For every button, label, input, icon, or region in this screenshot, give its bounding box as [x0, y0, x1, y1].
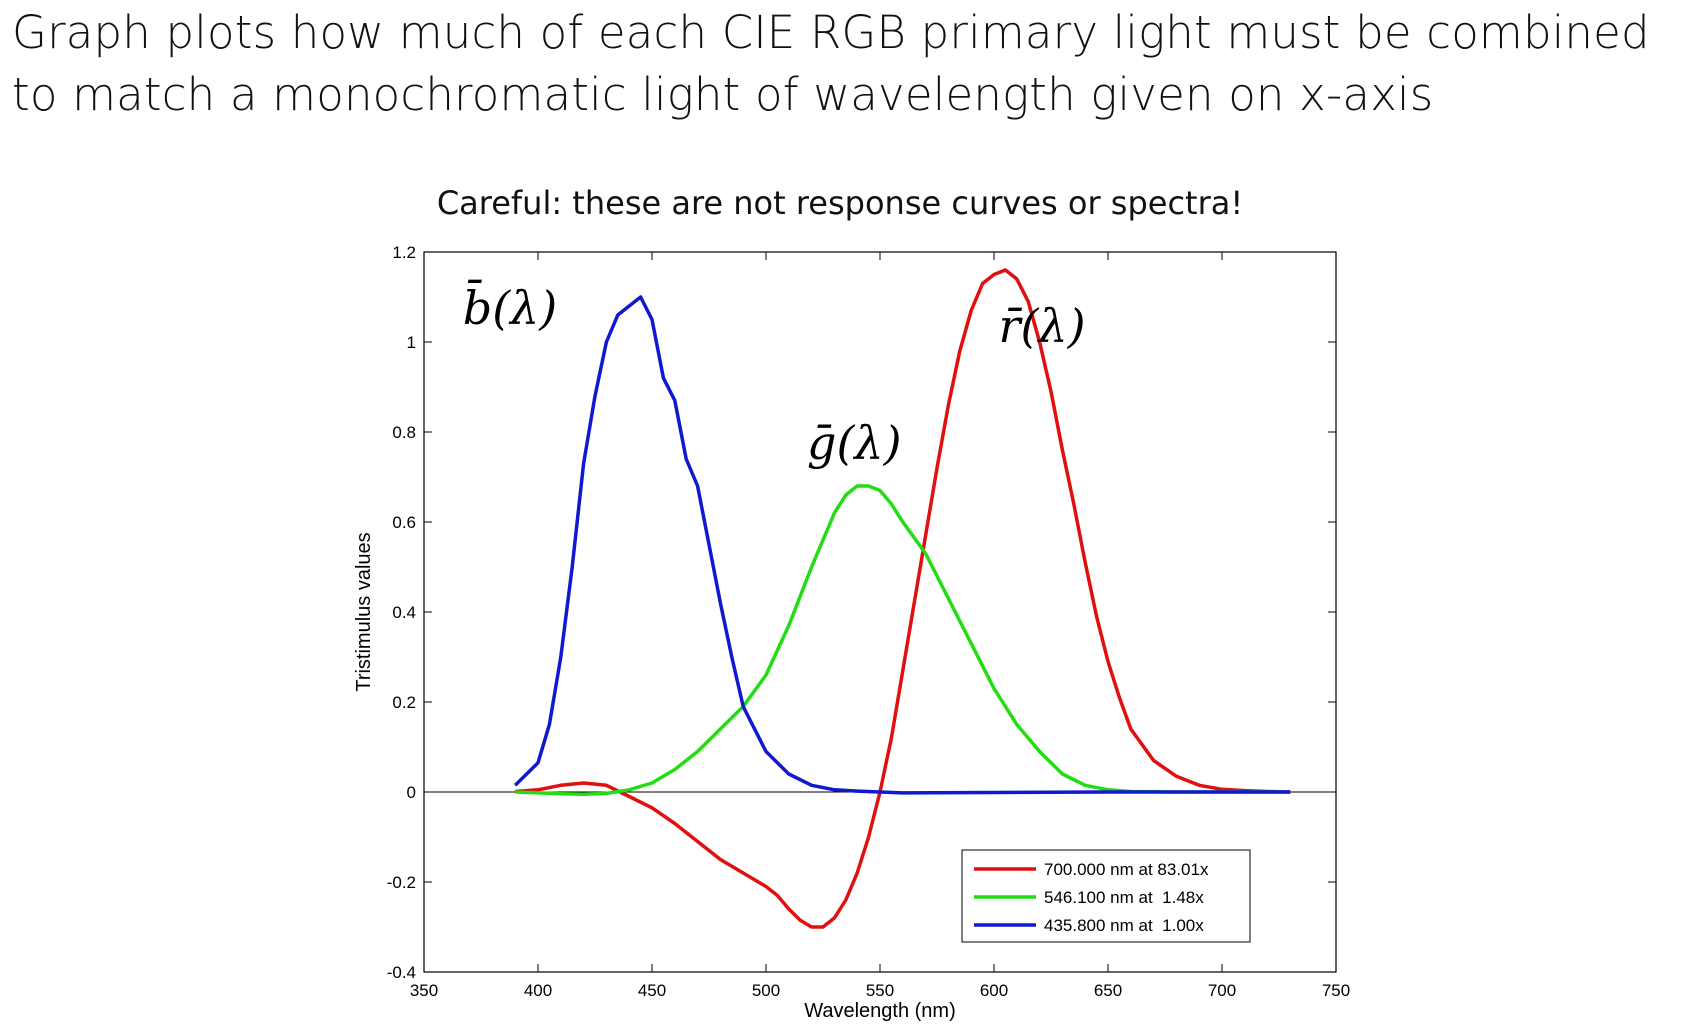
- legend-label-2: 435.800 nm at 1.00x: [1044, 916, 1204, 935]
- x-tick-label: 500: [752, 981, 780, 1000]
- x-axis-title: Wavelength (nm): [804, 1000, 956, 1022]
- x-tick-label: 650: [1094, 981, 1122, 1000]
- x-tick-label: 750: [1322, 981, 1350, 1000]
- series-line-0: [515, 268, 1291, 929]
- x-tick-label: 350: [410, 981, 438, 1000]
- y-tick-label: 0: [407, 783, 416, 802]
- series-line-2: [513, 295, 1291, 795]
- curve-labels: r̄(λ) ḡ(λ) b̄(λ): [463, 278, 1086, 470]
- curve-label-0: r̄(λ): [999, 299, 1086, 353]
- slide-heading: Graph plots how much of each CIE RGB pri…: [12, 2, 1692, 126]
- series-line-1: [515, 484, 1291, 797]
- heading-line-2: to match a monochromatic light of wavele…: [12, 68, 1434, 121]
- legend-label-1: 546.100 nm at 1.48x: [1044, 888, 1204, 907]
- y-tick-label: -0.2: [387, 873, 416, 892]
- x-tick-label: 700: [1208, 981, 1236, 1000]
- chart-plot-area: [513, 268, 1291, 929]
- y-tick-label: 1: [407, 333, 416, 352]
- x-tick-label: 550: [866, 981, 894, 1000]
- x-tick-label: 450: [638, 981, 666, 1000]
- y-axis-title: Tristimulus values: [353, 532, 375, 691]
- y-tick-label: 0.2: [392, 693, 416, 712]
- x-tick-label: 400: [524, 981, 552, 1000]
- y-tick-label: 0.8: [392, 423, 416, 442]
- x-tick-label: 600: [980, 981, 1008, 1000]
- chart-legend: 700.000 nm at 83.01x 546.100 nm at 1.48x 4…: [961, 849, 1251, 943]
- heading-line-1: Graph plots how much of each CIE RGB pri…: [12, 6, 1650, 59]
- y-tick-label: 0.6: [392, 513, 416, 532]
- curve-label-1: ḡ(λ): [807, 416, 902, 470]
- chart-subtitle: Careful: these are not response curves o…: [436, 184, 1244, 222]
- legend-label-0: 700.000 nm at 83.01x: [1044, 860, 1209, 879]
- y-tick-label: 1.2: [392, 243, 416, 262]
- y-tick-label: -0.4: [387, 963, 416, 982]
- curve-label-2: b̄(λ): [463, 278, 558, 335]
- y-tick-label: 0.4: [392, 603, 416, 622]
